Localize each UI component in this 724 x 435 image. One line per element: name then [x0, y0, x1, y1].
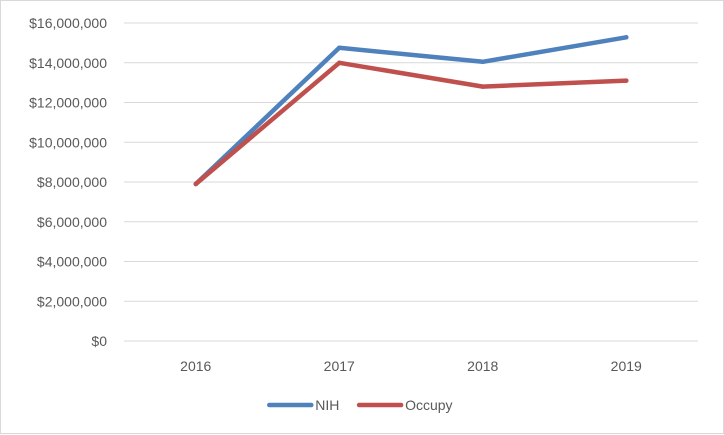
x-tick-label: 2018 [467, 358, 498, 374]
y-tick-label: $4,000,000 [37, 254, 107, 270]
data-point-occupy [624, 78, 629, 83]
x-tick-label: 2019 [611, 358, 642, 374]
y-tick-label: $16,000,000 [29, 15, 107, 31]
legend-item-nih: NIH [267, 397, 339, 413]
data-point-occupy [337, 60, 342, 65]
x-tick-label: 2017 [324, 358, 355, 374]
y-tick-label: $10,000,000 [29, 134, 107, 150]
x-axis: 2016 2017 2018 2019 [180, 358, 642, 374]
x-tick-label: 2016 [180, 358, 211, 374]
y-axis: $0 $2,000,000 $4,000,000 $6,000,000 $8,000,0… [29, 15, 107, 349]
y-tick-label: $0 [91, 333, 107, 349]
gridlines [124, 22, 698, 342]
data-point-nih [624, 35, 629, 40]
y-tick-label: $14,000,000 [29, 55, 107, 71]
series-lines [193, 35, 629, 187]
y-tick-label: $2,000,000 [37, 293, 107, 309]
y-tick-label: $6,000,000 [37, 214, 107, 230]
y-tick-label: $8,000,000 [37, 174, 107, 190]
legend: NIH Occupy [267, 397, 453, 413]
data-point-nih [337, 45, 342, 51]
y-tick-label: $12,000,000 [29, 95, 107, 111]
series-line-occupy [193, 60, 629, 187]
data-point-nih [480, 59, 485, 64]
data-point-occupy [193, 181, 198, 187]
legend-item-occupy: Occupy [356, 397, 453, 413]
legend-label: NIH [315, 397, 339, 413]
legend-label: Occupy [405, 397, 452, 413]
series-line-nih [193, 35, 629, 187]
data-point-occupy [480, 84, 485, 89]
